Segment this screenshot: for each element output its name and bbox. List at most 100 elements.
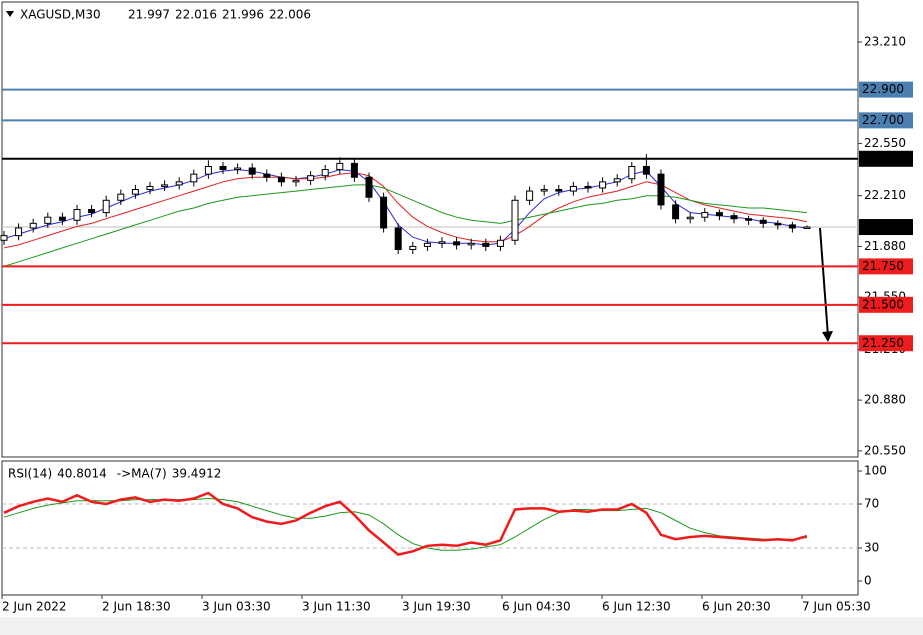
legend-name: ->MA(7) (117, 467, 167, 481)
legend-value: 40.8014 (57, 467, 107, 481)
candle-body (336, 162, 344, 171)
last-price-box (859, 219, 913, 236)
candle-body (219, 165, 227, 171)
main-pane (1, 1, 859, 458)
indicator-line (3, 184, 808, 267)
header-triangle (6, 11, 14, 17)
candle-body (88, 209, 96, 214)
candle-body (613, 178, 621, 183)
candle-body (686, 216, 694, 220)
candle-body (453, 241, 461, 246)
x-tick-label: 6 Jun 04:30 (502, 600, 571, 614)
header-value: 21.997 (128, 8, 170, 22)
level-label: 21.750 (862, 259, 904, 273)
y-tick-label: 30 (864, 541, 879, 555)
candle-body (759, 219, 767, 224)
y-tick-label: 20.880 (864, 393, 906, 407)
level-label: 22.900 (862, 82, 904, 96)
level-label-box (859, 335, 913, 352)
candle-body (657, 173, 665, 206)
candle-body (569, 185, 577, 192)
candle-body (642, 165, 650, 175)
header-value: 21.996 (222, 8, 264, 22)
candle-body (803, 226, 811, 229)
candle-body (263, 173, 271, 178)
candle-body (526, 190, 534, 201)
candle-body (190, 173, 198, 183)
candle-body (131, 189, 139, 195)
candle-body (321, 169, 329, 177)
level-label-box (859, 150, 913, 167)
candle-body (672, 204, 680, 220)
arrow-shaft (819, 227, 829, 337)
y-tick-label: 22.210 (864, 188, 906, 202)
footer-bar (0, 617, 923, 635)
candle-body (511, 199, 519, 241)
candle-body (599, 181, 607, 189)
candle-body (380, 196, 388, 229)
x-tick-label: 3 Jun 03:30 (202, 600, 271, 614)
candle-body (350, 162, 358, 178)
candle-body (15, 227, 23, 237)
candle-body (175, 181, 183, 186)
header-value: 22.016 (175, 8, 217, 22)
level-label-box (859, 258, 913, 275)
candle-body (58, 216, 66, 221)
y-tick-label: 70 (864, 497, 879, 511)
arrow-head (822, 331, 833, 342)
indicator-line (3, 169, 808, 246)
candle-body (161, 184, 169, 187)
candle-body (774, 222, 782, 226)
candle-body (496, 239, 504, 247)
legend-name: RSI(14) (8, 467, 52, 481)
y-tick-label: 22.550 (864, 136, 906, 150)
x-tick-label: 6 Jun 12:30 (602, 600, 671, 614)
x-tick-label: 3 Jun 11:30 (302, 600, 371, 614)
level-label: 22.700 (862, 113, 904, 127)
level-label-box (859, 81, 913, 98)
x-tick-label: 2 Jun 2022 (2, 600, 67, 614)
candle-body (44, 216, 52, 224)
x-tick-label: 2 Jun 18:30 (102, 600, 171, 614)
indicator-line (3, 491, 808, 556)
candle-body (277, 176, 285, 183)
candle-body (555, 189, 563, 192)
candle-body (482, 242, 490, 247)
y-tick-label: 100 (864, 464, 887, 478)
candle-body (730, 215, 738, 220)
x-tick-label: 3 Jun 19:30 (402, 600, 471, 614)
rsi-pane (1, 460, 859, 596)
symbol: XAGUSD,M30 (20, 8, 101, 22)
indicator-line (3, 497, 808, 551)
candle-body (73, 209, 81, 221)
candle-body (204, 165, 212, 175)
candle-body (540, 189, 548, 192)
candle-body (0, 235, 8, 241)
candle-body (715, 212, 723, 217)
header-value: 22.006 (269, 8, 311, 22)
candle-body (29, 222, 37, 229)
level-label-box (859, 296, 913, 313)
candle-body (307, 175, 315, 181)
candle-body (365, 176, 373, 198)
candle-body (409, 245, 417, 250)
y-tick-label: 23.210 (864, 34, 906, 48)
y-tick-label: 21.880 (864, 239, 906, 253)
candle-body (117, 193, 125, 201)
level-label: 21.250 (862, 336, 904, 350)
level-label: 21.500 (862, 297, 904, 311)
candle-body (628, 165, 636, 180)
indicator-line (3, 172, 808, 249)
candle-body (438, 241, 446, 244)
candle-body (292, 179, 300, 183)
candle-body (423, 242, 431, 247)
candle-body (701, 212, 709, 218)
y-tick-label: 20.550 (864, 443, 906, 457)
candle-body (788, 224, 796, 229)
x-tick-label: 6 Jun 20:30 (702, 600, 771, 614)
candle-body (146, 185, 154, 191)
candle-body (394, 227, 402, 250)
x-tick-label: 7 Jun 05:30 (802, 600, 871, 614)
candle-body (467, 242, 475, 246)
y-tick-label: 0 (864, 574, 872, 588)
